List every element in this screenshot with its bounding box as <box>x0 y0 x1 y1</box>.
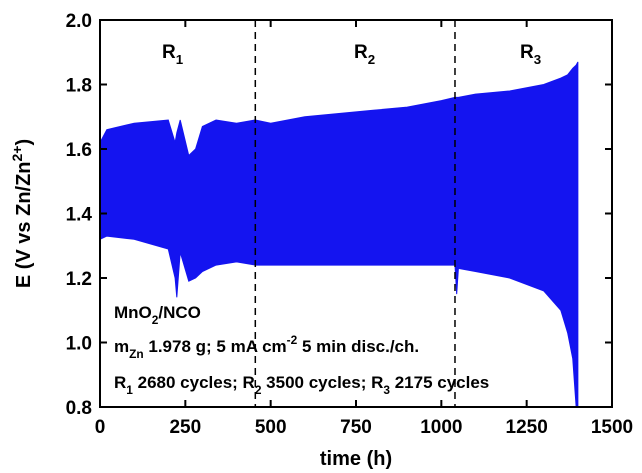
text-part: Zn <box>129 347 144 361</box>
y-tick-label: 1.6 <box>66 140 92 161</box>
y-tick-label: 1.8 <box>66 76 92 97</box>
x-tick-label: 1000 <box>420 417 462 438</box>
text-part: m <box>114 337 129 356</box>
annotation: R1 2680 cycles; R2 3500 cycles; R3 2175 … <box>114 373 489 397</box>
y-tick-label: 0.8 <box>66 398 92 419</box>
x-tick-label: 1250 <box>506 417 548 438</box>
annotation: MnO2/NCO <box>114 303 201 327</box>
text-part: 1 <box>126 383 133 397</box>
text-part: -2 <box>287 333 298 347</box>
text-part: 2 <box>152 313 159 327</box>
y-tick-label: 1.2 <box>66 269 92 290</box>
y-axis-title: E (V vs Zn/Zn2+) <box>9 139 35 288</box>
text-part: 5 min disc./ch. <box>297 337 419 356</box>
text-part: 3 <box>383 383 390 397</box>
x-tick-label: 750 <box>340 417 372 438</box>
text-part: R <box>520 42 534 63</box>
text-part: 3500 cycles; R <box>261 373 383 392</box>
text-part: 2175 cycles <box>390 373 489 392</box>
x-axis-title: time (h) <box>320 448 392 470</box>
text-part: 2 <box>255 383 262 397</box>
x-tick-label: 250 <box>169 417 201 438</box>
x-tick-label: 0 <box>95 417 106 438</box>
y-tick-label: 2.0 <box>66 11 92 32</box>
text-part: R <box>162 42 176 63</box>
text-part: R <box>354 42 368 63</box>
region-label: R2 <box>354 42 375 67</box>
text-part: 2 <box>368 52 375 67</box>
annotation: mZn 1.978 g; 5 mA cm-2 5 min disc./ch. <box>114 333 419 361</box>
x-tick-label: 500 <box>255 417 287 438</box>
text-part: 1.978 g; 5 mA cm <box>144 337 287 356</box>
y-tick-label: 1.0 <box>66 334 92 355</box>
text-part: E (V vs Zn/Zn <box>13 161 35 288</box>
text-part: 2+ <box>9 146 25 162</box>
region-label: R3 <box>520 42 541 67</box>
y-tick-label: 1.4 <box>66 205 93 226</box>
text-part: 3 <box>534 52 541 67</box>
text-part: 2680 cycles; R <box>133 373 255 392</box>
text-part: 1 <box>176 52 184 67</box>
region-label: R1 <box>162 42 184 67</box>
text-part: ) <box>13 139 35 146</box>
text-part: MnO <box>114 303 152 322</box>
x-tick-label: 1500 <box>591 417 633 438</box>
text-part: /NCO <box>158 303 201 322</box>
text-part: R <box>114 373 126 392</box>
